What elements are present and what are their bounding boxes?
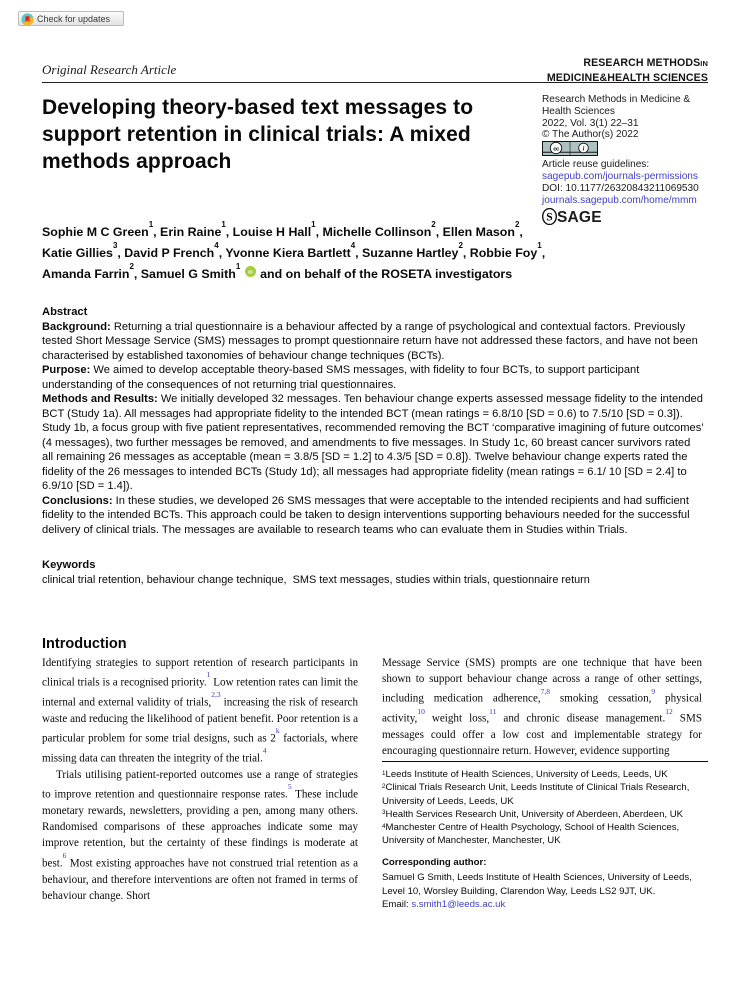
svg-text:iD: iD	[248, 270, 253, 276]
svg-text:i: i	[583, 146, 585, 153]
